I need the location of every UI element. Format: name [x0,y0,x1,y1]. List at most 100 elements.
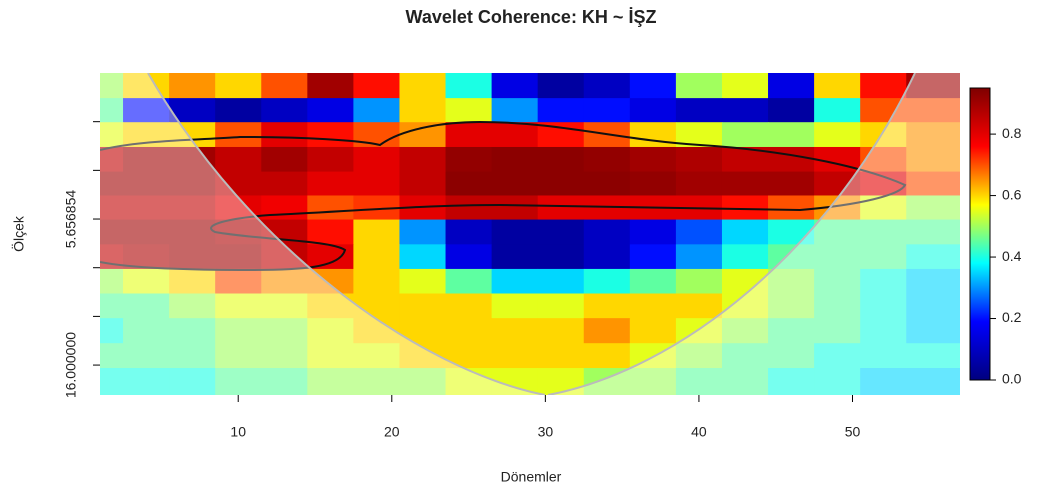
cell [906,122,960,148]
significance-contour [100,120,907,272]
cell [491,244,539,270]
cell [215,98,262,123]
cell [307,244,354,270]
cell [169,146,216,173]
cell [261,368,308,395]
cell [399,368,447,395]
x-tick-label: 30 [538,424,554,440]
cell [768,195,815,221]
cell [307,368,354,395]
cell [261,98,308,123]
cell [491,195,539,221]
cell [814,268,861,295]
cell [215,171,262,196]
colorbar-tick-label: 0.0 [1002,371,1022,387]
overlay [100,73,960,395]
cell [491,171,539,196]
cell [445,195,493,221]
cell [629,268,677,295]
colorbar-tick-label: 0.8 [1002,125,1022,141]
cell [399,98,447,123]
cell [123,268,170,295]
cell [353,244,400,270]
cell [583,244,631,270]
cell [169,368,216,395]
cell [583,268,631,295]
chart-title: Wavelet Coherence: KH ~ İŞZ [406,7,657,27]
cell [583,343,631,369]
cell [860,73,907,99]
cell [307,122,354,148]
cell [814,122,861,148]
coi-line [147,73,916,395]
cell [629,293,677,319]
cell [675,244,723,270]
cell [307,318,354,344]
cell [353,146,400,173]
cell [100,219,124,245]
cell [123,368,170,395]
cell [261,244,308,270]
cell [215,122,262,148]
cell [629,98,677,123]
cell [768,293,815,319]
cell [445,268,493,295]
cell [768,122,815,148]
cell [583,219,631,245]
cell [399,146,447,173]
cell [261,268,308,295]
cell [100,122,124,148]
cell [353,219,400,245]
cell [261,146,308,173]
cell [721,318,769,344]
cell [537,268,585,295]
cell [307,98,354,123]
cell [307,146,354,173]
cell [307,343,354,369]
cell [445,171,493,196]
cell [399,244,447,270]
cell [100,368,124,395]
cell [814,219,861,245]
cell [445,122,493,148]
cell [906,73,960,99]
cell [814,73,861,99]
cell [906,244,960,270]
cell [583,171,631,196]
cell [123,318,170,344]
cell [768,98,815,123]
cell [215,146,262,173]
cell [629,219,677,245]
cell [583,98,631,123]
cell [353,73,400,99]
cell [215,368,262,395]
cell [629,122,677,148]
cell [629,146,677,173]
cell [814,98,861,123]
cell [675,146,723,173]
cell [399,171,447,196]
cell [445,219,493,245]
cell [100,318,124,344]
cell [583,146,631,173]
cell [215,268,262,295]
cell [399,219,447,245]
cell [169,343,216,369]
x-tick-label: 50 [845,424,861,440]
cell [675,98,723,123]
cell [721,219,769,245]
cell [169,318,216,344]
cell [537,171,585,196]
y-tick-label: 5.656854 [63,190,79,249]
cell [215,73,262,99]
cell [353,293,400,319]
cell [675,293,723,319]
cell [768,318,815,344]
cell [768,343,815,369]
cell [100,343,124,369]
colorbar-tick-label: 0.2 [1002,309,1022,325]
cell [100,293,124,319]
cell [353,268,400,295]
cell [675,368,723,395]
cell [583,293,631,319]
